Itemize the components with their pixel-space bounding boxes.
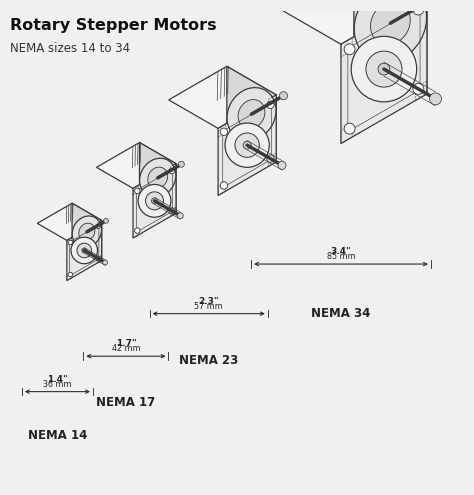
Polygon shape [354,0,427,94]
Polygon shape [169,66,276,128]
Circle shape [351,36,417,102]
Text: NEMA 23: NEMA 23 [179,354,238,367]
Text: 1.7": 1.7" [116,339,137,348]
Circle shape [103,260,108,265]
Circle shape [280,92,288,99]
Polygon shape [72,203,101,260]
Circle shape [235,133,259,157]
Text: 3.4": 3.4" [330,247,351,256]
Ellipse shape [72,216,101,248]
Text: 57 mm: 57 mm [194,302,223,311]
Circle shape [138,185,171,217]
Text: 2.3": 2.3" [198,297,219,305]
Circle shape [413,84,424,95]
Circle shape [366,51,402,87]
Polygon shape [268,0,427,44]
Text: 42 mm: 42 mm [111,345,140,353]
Ellipse shape [238,99,265,129]
Circle shape [267,101,274,108]
Circle shape [135,228,140,233]
Circle shape [278,161,286,169]
Ellipse shape [79,223,95,241]
Circle shape [96,224,100,229]
Ellipse shape [148,167,168,189]
Ellipse shape [354,0,427,62]
Circle shape [177,213,183,219]
Circle shape [432,0,444,2]
Circle shape [135,188,140,194]
Circle shape [344,123,355,134]
Circle shape [429,93,441,105]
Text: 36 mm: 36 mm [43,380,72,389]
Circle shape [378,63,390,75]
Circle shape [146,192,164,210]
Circle shape [178,161,184,167]
Text: NEMA 34: NEMA 34 [311,306,371,320]
Text: NEMA 17: NEMA 17 [96,396,155,409]
Circle shape [96,256,100,261]
Polygon shape [227,66,276,162]
Circle shape [413,4,424,15]
Circle shape [220,182,228,189]
Polygon shape [341,0,427,144]
Circle shape [225,123,269,167]
Ellipse shape [227,88,276,141]
Text: Rotary Stepper Motors: Rotary Stepper Motors [10,18,217,33]
Circle shape [243,141,251,149]
Circle shape [220,128,228,136]
Circle shape [77,243,91,258]
Circle shape [169,168,174,174]
Polygon shape [67,220,101,281]
Text: NEMA sizes 14 to 34: NEMA sizes 14 to 34 [10,42,130,55]
Circle shape [82,248,87,253]
Circle shape [104,218,109,223]
Circle shape [68,240,73,245]
Polygon shape [139,143,176,213]
Ellipse shape [371,1,410,45]
Circle shape [71,237,98,264]
Ellipse shape [140,158,176,198]
Circle shape [169,208,174,213]
Text: 1.4": 1.4" [47,375,68,384]
Text: NEMA 14: NEMA 14 [27,430,87,443]
Circle shape [68,272,73,277]
Polygon shape [97,143,176,189]
Text: 85 mm: 85 mm [327,252,356,261]
Polygon shape [37,203,101,241]
Circle shape [267,155,274,162]
Circle shape [344,44,355,55]
Circle shape [152,198,157,204]
Polygon shape [218,95,276,196]
Polygon shape [133,164,176,238]
